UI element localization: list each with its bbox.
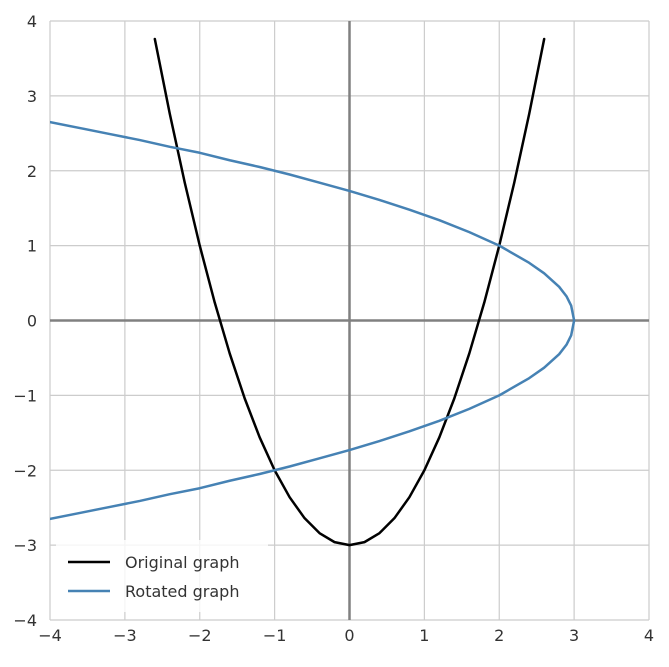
y-tick-label-3: −1: [13, 386, 37, 405]
y-tick-label-7: 3: [27, 87, 37, 106]
legend: Original graph Rotated graph: [56, 540, 268, 612]
legend-label-rotated: Rotated graph: [125, 582, 239, 601]
series-line-1: [50, 120, 576, 521]
x-tick-label-2: −2: [188, 626, 212, 645]
y-tick-label-5: 1: [27, 237, 37, 256]
series-lines: [50, 37, 576, 547]
y-tick-labels: −4 −3 −2 −1 0 1 2 3 4: [13, 12, 37, 630]
y-tick-label-8: 4: [27, 12, 37, 31]
x-tick-label-0: −4: [38, 626, 62, 645]
x-tick-label-8: 4: [644, 626, 654, 645]
series-line-0: [153, 37, 546, 547]
x-tick-labels: −4 −3 −2 −1 0 1 2 3 4: [38, 626, 654, 645]
x-tick-label-6: 2: [494, 626, 504, 645]
y-tick-label-2: −2: [13, 461, 37, 480]
y-tick-label-1: −3: [13, 536, 37, 555]
y-tick-label-4: 0: [27, 312, 37, 331]
x-tick-label-5: 1: [419, 626, 429, 645]
x-tick-label-1: −3: [113, 626, 137, 645]
x-tick-label-7: 3: [569, 626, 579, 645]
x-tick-label-3: −1: [263, 626, 287, 645]
zero-axes: [50, 21, 649, 620]
y-tick-label-0: −4: [13, 611, 37, 630]
legend-box: [56, 540, 268, 612]
legend-label-original: Original graph: [125, 553, 240, 572]
y-tick-label-6: 2: [27, 162, 37, 181]
x-tick-label-4: 0: [344, 626, 354, 645]
